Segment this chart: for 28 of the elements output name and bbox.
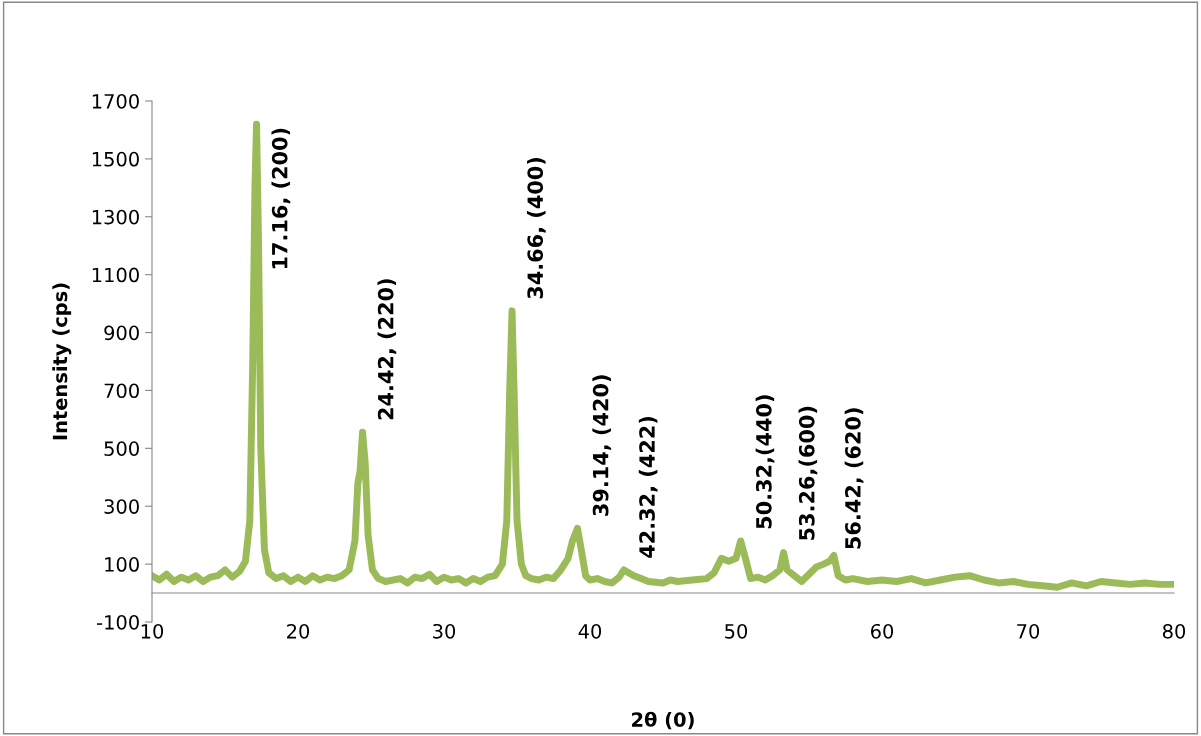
annotation: 42.32, (422)	[638, 416, 658, 558]
x-tick-label: 30	[433, 623, 456, 639]
x-tick-label: 10	[141, 623, 164, 639]
x-tick-label: 40	[578, 623, 602, 639]
annotation: 50.32,(440)	[755, 395, 775, 529]
y-tick-label: 900	[104, 325, 139, 341]
x-tick-label: 80	[1162, 623, 1186, 639]
y-tick-label: 300	[104, 499, 139, 514]
annotation: 56.42, (620)	[844, 408, 864, 549]
x-tick-label: 50	[725, 623, 748, 639]
x-tick-label: 20	[287, 623, 310, 639]
x-axis-title: 2θ (0)	[632, 711, 694, 730]
x-tick-label: 60	[870, 623, 894, 639]
y-tick-label: 1700	[92, 93, 139, 109]
annotation: 24.42, (220)	[377, 279, 397, 420]
annotation: 53.26,(600)	[798, 406, 818, 540]
y-tick-label: 100	[105, 557, 139, 572]
y-tick-label: 700	[104, 383, 139, 399]
annotation: 17.16, (200)	[271, 128, 291, 269]
annotation: 39.14, (420)	[592, 375, 612, 516]
y-tick-label: 1300	[92, 209, 139, 225]
y-tick-label: 1100	[92, 267, 139, 283]
y-tick-label: 1500	[92, 151, 139, 167]
y-tick-label: 500	[104, 441, 139, 456]
y-axis-title: Intensity (cps)	[52, 283, 72, 440]
x-tick-label: 70	[1017, 623, 1040, 639]
annotation: 34.66, (400)	[526, 157, 546, 299]
y-tick-label: -100	[97, 614, 139, 630]
